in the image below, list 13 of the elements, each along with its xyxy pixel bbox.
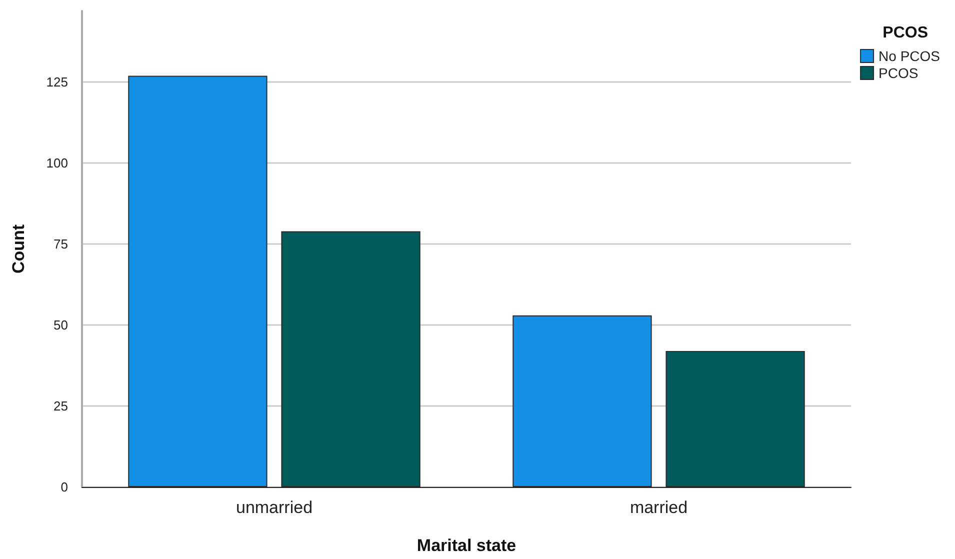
x-tick-label: married <box>630 498 688 517</box>
x-axis-title: Marital state <box>416 536 516 555</box>
x-tick-label: unmarried <box>236 498 313 517</box>
y-tick-label: 25 <box>54 398 68 414</box>
y-tick-label: 0 <box>60 480 68 494</box>
legend-label: PCOS <box>878 65 918 81</box>
y-tick-label: 75 <box>54 236 68 252</box>
y-tick-label: 125 <box>46 74 68 90</box>
y-axis-title: Count <box>9 224 28 274</box>
legend-title: PCOS <box>882 24 928 42</box>
legend-label: No PCOS <box>878 48 940 64</box>
y-tick-label: 100 <box>46 156 68 171</box>
y-tick-label: 50 <box>54 318 68 333</box>
